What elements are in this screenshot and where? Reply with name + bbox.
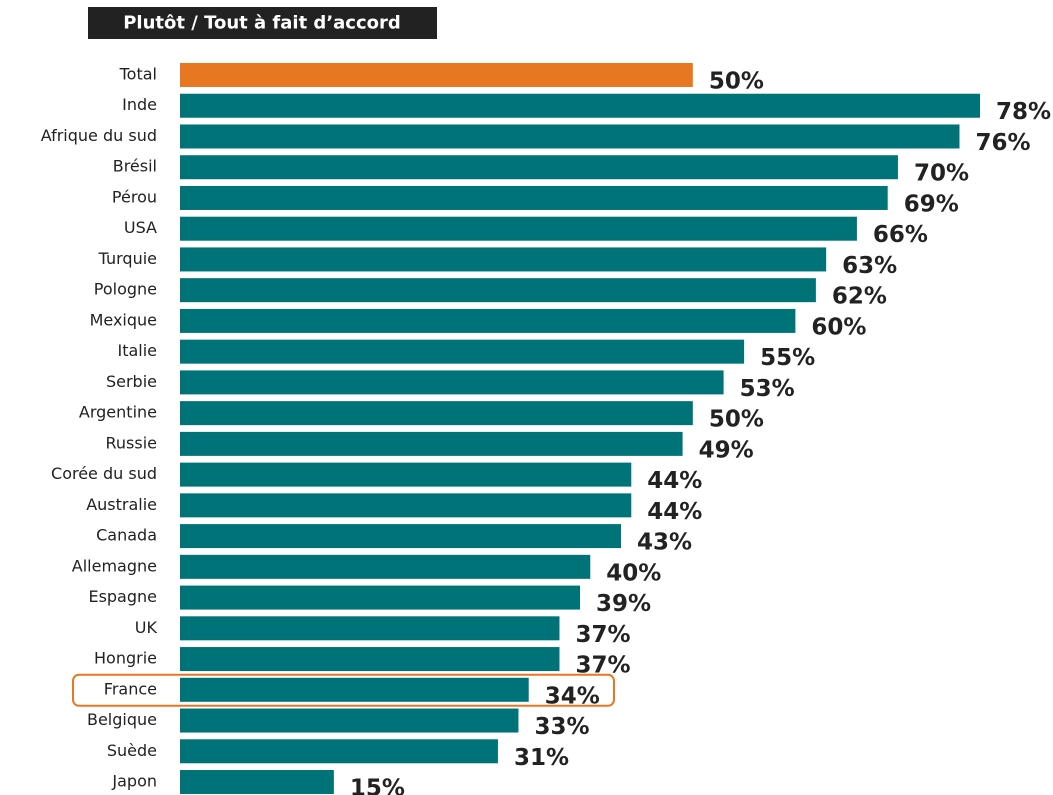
category-label: France <box>104 679 157 698</box>
value-label: 44% <box>647 499 702 525</box>
value-label: 50% <box>709 69 764 95</box>
category-label: Hongrie <box>94 649 157 668</box>
bar <box>180 493 632 518</box>
category-label: Mexique <box>90 310 157 329</box>
category-label: Serbie <box>106 372 157 391</box>
value-label: 55% <box>760 345 815 371</box>
highlight-box <box>72 673 615 707</box>
category-label: Italie <box>117 341 157 360</box>
value-label: 69% <box>904 191 959 217</box>
bar <box>180 339 745 364</box>
value-label: 44% <box>647 468 702 494</box>
category-label: Belgique <box>87 710 157 729</box>
bar <box>180 216 857 241</box>
category-label: UK <box>135 618 158 637</box>
category-label: Pérou <box>112 187 157 206</box>
category-label: Corée du sud <box>51 464 157 483</box>
bar <box>180 370 724 395</box>
value-label: 43% <box>637 530 692 556</box>
value-label: 60% <box>811 314 866 340</box>
title-box <box>88 7 437 39</box>
category-label: Russie <box>106 433 158 452</box>
category-label: Brésil <box>113 157 157 176</box>
bar <box>180 616 560 641</box>
bar <box>180 93 980 118</box>
category-label: Australie <box>86 495 157 514</box>
category-label: USA <box>124 218 157 237</box>
bar <box>180 462 632 487</box>
value-label: 40% <box>606 560 661 586</box>
value-label: 15% <box>350 776 405 795</box>
value-label: 33% <box>534 714 589 740</box>
category-label: Afrique du sud <box>41 126 157 145</box>
value-label: 49% <box>699 437 754 463</box>
value-label: 31% <box>514 745 569 771</box>
value-label: 70% <box>914 161 969 187</box>
value-label: 63% <box>842 253 897 279</box>
value-label: 39% <box>596 591 651 617</box>
bar <box>180 554 591 579</box>
category-label: Turquie <box>98 249 157 268</box>
value-label: 66% <box>873 222 928 248</box>
value-label: 62% <box>832 284 887 310</box>
category-label: Pologne <box>94 280 157 299</box>
category-label: Argentine <box>79 403 157 422</box>
bar <box>180 185 888 210</box>
bar <box>180 708 519 733</box>
bar <box>180 155 898 180</box>
value-label: 78% <box>996 99 1051 125</box>
bar <box>180 431 683 456</box>
value-label: 37% <box>575 622 630 648</box>
bar <box>180 63 693 87</box>
bar <box>180 739 498 764</box>
value-label: 34% <box>545 683 600 709</box>
bar <box>180 247 827 272</box>
category-label: Suède <box>107 741 157 760</box>
bar <box>180 677 529 702</box>
bar <box>180 585 580 610</box>
category-label: Canada <box>96 526 157 545</box>
value-label: 76% <box>975 130 1030 156</box>
value-label: 53% <box>740 376 795 402</box>
bar <box>180 647 560 672</box>
category-label: Japon <box>111 772 157 791</box>
bar <box>180 770 334 795</box>
bar <box>180 124 960 149</box>
bar <box>180 524 622 549</box>
bar <box>180 308 796 333</box>
chart-title: Plutôt / Tout à fait d’accord <box>123 13 401 34</box>
category-label: Inde <box>122 95 157 114</box>
category-label: Total <box>119 65 157 84</box>
bar <box>180 278 816 303</box>
bar <box>180 401 693 426</box>
category-label: Espagne <box>88 587 157 606</box>
category-label: Allemagne <box>72 556 157 575</box>
value-label: 50% <box>709 407 764 433</box>
